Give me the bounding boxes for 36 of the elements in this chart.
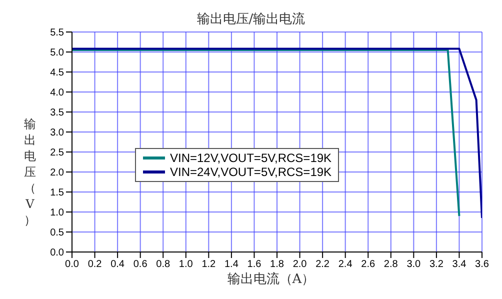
x-tick-label: 1.0	[178, 259, 194, 270]
x-tick-label: 2.6	[361, 259, 376, 270]
y-tick-label: 1.5	[50, 188, 64, 199]
y-tick-label: 5.0	[50, 48, 64, 59]
x-tick-label: 2.8	[384, 259, 398, 270]
x-tick-label: 0.4	[110, 259, 125, 270]
y-tick-label: 0.0	[50, 248, 64, 259]
y-tick-label: 4.5	[50, 68, 64, 79]
y-axis-title: 输出电压（V）	[23, 116, 37, 228]
x-tick-label: 3.6	[475, 259, 490, 270]
x-tick-label: 1.4	[224, 259, 239, 270]
x-tick-label: 2.4	[338, 259, 353, 270]
x-tick-label: 0.6	[133, 259, 148, 270]
y-tick-label: 0.5	[50, 228, 64, 239]
y-tick-label: 5.5	[50, 28, 64, 39]
y-tick-label: 1.0	[50, 208, 64, 219]
x-tick-label: 3.0	[406, 259, 422, 270]
legend-label: VIN=12V,VOUT=5V,RCS=19K	[170, 151, 332, 165]
y-tick-label: 2.0	[50, 168, 64, 179]
y-tick-label: 3.5	[50, 108, 64, 119]
x-tick-label: 0.0	[65, 259, 80, 270]
x-tick-label: 1.8	[270, 259, 284, 270]
x-tick-label: 3.4	[452, 259, 467, 270]
chart-title: 输出电压/输出电流	[196, 11, 306, 28]
y-tick-label: 4.0	[50, 88, 64, 99]
x-axis-title: 输出电流（A）	[226, 271, 316, 288]
x-tick-label: 3.2	[429, 259, 444, 270]
x-tick-label: 0.8	[156, 259, 170, 270]
x-tick-label: 2.2	[316, 259, 330, 270]
x-tick-label: 1.6	[247, 259, 262, 270]
x-tick-label: 1.2	[202, 259, 216, 270]
x-tick-label: 0.2	[88, 259, 102, 270]
x-tick-label: 2.0	[292, 259, 308, 270]
y-tick-label: 2.5	[50, 148, 64, 159]
legend-label: VIN=24V,VOUT=5V,RCS=19K	[170, 165, 332, 179]
y-tick-label: 3.0	[50, 128, 64, 139]
